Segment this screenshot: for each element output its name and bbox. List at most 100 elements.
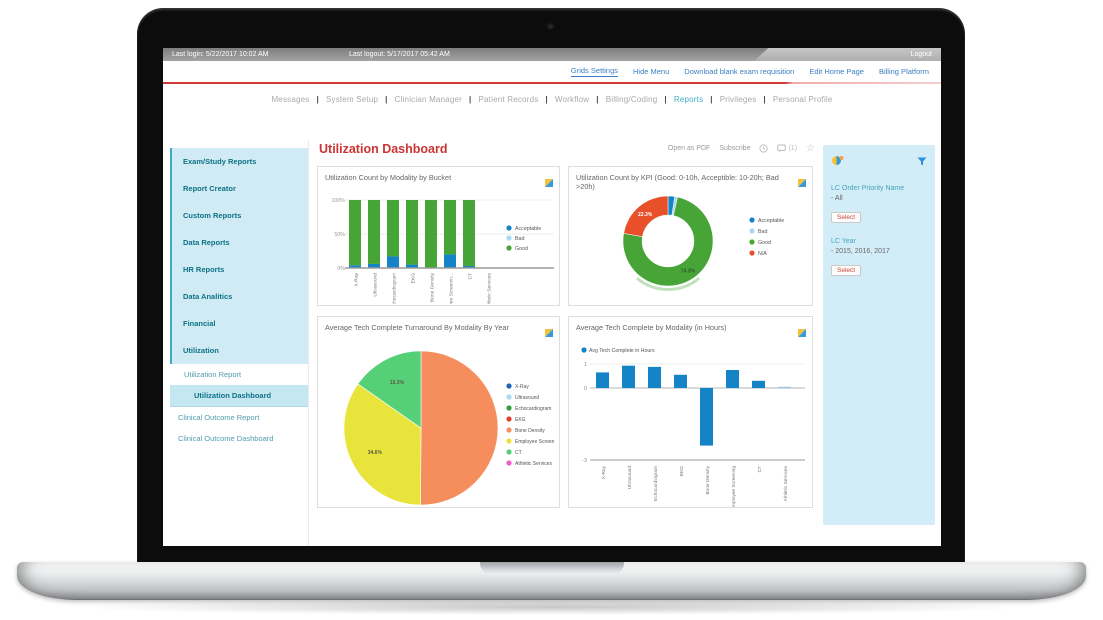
- subscribe-link[interactable]: Subscribe: [719, 145, 751, 152]
- legend-label: CT: [515, 450, 522, 456]
- svg-text:22.3%: 22.3%: [638, 212, 653, 218]
- nav-separator: |: [710, 94, 713, 104]
- sidebar-item-report-creator[interactable]: Report Creator: [183, 184, 236, 193]
- svg-text:Employee Screenin...: Employee Screenin...: [449, 273, 455, 304]
- svg-text:34.6%: 34.6%: [368, 450, 383, 456]
- chart-card-avg-hours: Average Tech Complete by Modality (in Ho…: [568, 316, 813, 508]
- legend-label: N/A: [758, 251, 767, 257]
- nav-item-patient-records[interactable]: Patient Records: [478, 94, 539, 104]
- filter-select-button[interactable]: Select: [831, 265, 862, 276]
- svg-text:EKG: EKG: [411, 273, 417, 284]
- nav-item-billing-coding[interactable]: Billing/Coding: [605, 94, 658, 104]
- slicer-chart-icon[interactable]: [831, 153, 844, 171]
- sidebar-main-items: Exam/Study Reports Report Creator Custom R…: [170, 148, 308, 364]
- sidebar-subitem-utilization-dashboard[interactable]: Utilization Dashboard: [170, 385, 308, 407]
- nav-separator: |: [316, 94, 319, 104]
- nav-item-personal-profile[interactable]: Personal Profile: [772, 94, 833, 104]
- sidebar-item-utilization[interactable]: Utilization: [183, 346, 219, 355]
- sidebar-item-financial[interactable]: Financial: [183, 319, 216, 328]
- comment-icon[interactable]: (1): [777, 144, 797, 153]
- legend-label: Acceptable: [515, 226, 541, 232]
- nav-item-system-setup[interactable]: System Setup: [325, 94, 379, 104]
- sidebar-subitem-clinical-outcome-report[interactable]: Clinical Outcome Report: [178, 413, 260, 422]
- svg-text:Athletic Services: Athletic Services: [783, 465, 789, 501]
- svg-text:CT: CT: [468, 273, 474, 280]
- sidebar-item-data-analitics[interactable]: Data Analitics: [183, 292, 233, 301]
- chart-export-icon[interactable]: [545, 324, 553, 342]
- chart-title: Utilization Count by Modality by Bucket: [325, 173, 452, 182]
- chart-title: Average Tech Complete Turnaround By Moda…: [325, 323, 509, 332]
- quick-link[interactable]: Download blank exam requisition: [684, 67, 795, 76]
- legend-label: X-Ray: [515, 384, 529, 390]
- svg-text:X-Ray: X-Ray: [354, 272, 360, 286]
- quick-link[interactable]: Grids Settings: [570, 66, 618, 77]
- nav-separator: |: [469, 94, 472, 104]
- webcam: [547, 22, 554, 29]
- app-window: Last login: 5/22/2017 10:02 AM Last logo…: [163, 48, 941, 546]
- last-login-text: Last login: 5/22/2017 10:02 AM: [172, 51, 269, 58]
- legend-dot: [506, 394, 512, 400]
- logout-link[interactable]: Logout: [910, 51, 932, 58]
- sidebar-item-exam-study-reports[interactable]: Exam/Study Reports: [183, 157, 257, 166]
- svg-text:15.3%: 15.3%: [390, 380, 405, 386]
- charts-grid: Utilization Count by Modality by Bucket …: [317, 166, 817, 508]
- sidebar-subitem-clinical-outcome-dashboard[interactable]: Clinical Outcome Dashboard: [178, 434, 274, 443]
- nav-item-clinician-manager[interactable]: Clinician Manager: [394, 94, 463, 104]
- chart-export-icon[interactable]: [798, 174, 806, 192]
- svg-text:74.3%: 74.3%: [681, 268, 696, 274]
- chart-card-turnaround-pie: Average Tech Complete Turnaround By Moda…: [317, 316, 560, 508]
- funnel-filter-icon[interactable]: [917, 153, 927, 171]
- chart-card-modality-bucket: Utilization Count by Modality by Bucket …: [317, 166, 560, 306]
- legend-dot: [506, 460, 512, 466]
- open-as-pdf-link[interactable]: Open as PDF: [667, 145, 711, 152]
- chart-export-icon[interactable]: [545, 174, 553, 192]
- chart-export-icon[interactable]: [798, 324, 806, 342]
- sidebar-item-data-reports[interactable]: Data Reports: [183, 238, 230, 247]
- legend-dot: [749, 239, 755, 245]
- legend-label: Employee Screen: [515, 439, 554, 445]
- svg-text:Ultrasound: Ultrasound: [373, 273, 379, 297]
- svg-text:100%: 100%: [331, 198, 345, 204]
- svg-text:Echocardiogram: Echocardiogram: [392, 273, 398, 304]
- nav-item-reports[interactable]: Reports: [673, 94, 704, 104]
- legend-label: Ultrasound: [515, 395, 539, 401]
- nav-item-messages[interactable]: Messages: [271, 94, 310, 104]
- sidebar-item-custom-reports[interactable]: Custom Reports: [183, 211, 242, 220]
- legend-dot: [506, 383, 512, 389]
- quick-link[interactable]: Hide Menu: [633, 67, 670, 76]
- red-divider: [163, 82, 941, 84]
- filter-select-button[interactable]: Select: [831, 212, 862, 223]
- quick-link[interactable]: Edit Home Page: [809, 67, 864, 76]
- svg-text:Employee Screening: Employee Screening: [731, 466, 737, 508]
- filter-group: LC Year - 2015, 2016, 2017 Select: [831, 238, 927, 277]
- svg-text:Echocardiogram: Echocardiogram: [653, 466, 659, 501]
- session-bar-right-segment: [754, 48, 941, 61]
- filter-groups: LC Order Priority Name - All Select LC Year…: [831, 185, 927, 277]
- filter-value: - 2015, 2016, 2017: [831, 248, 890, 255]
- favorite-star-icon[interactable]: ☆: [806, 142, 815, 154]
- legend-dot: [749, 228, 755, 234]
- chart-title: Average Tech Complete by Modality (in Ho…: [576, 323, 727, 332]
- nav-item-workflow[interactable]: Workflow: [554, 94, 590, 104]
- bar-chart: Avg Tech Complete in Hours 1 0 -3 X-Ray Ultra…: [581, 347, 805, 508]
- legend-dot: [506, 427, 512, 433]
- legend-dot: [506, 225, 512, 231]
- svg-text:-3: -3: [582, 458, 587, 464]
- filter-value: - All: [831, 195, 843, 202]
- main-panel: Utilization Dashboard Open as PDF Subscr…: [317, 140, 817, 508]
- quick-link[interactable]: Billing Platform: [878, 67, 929, 76]
- legend-dot: [506, 416, 512, 422]
- stacked-bar-chart: 0% 50% 100% X-Ray Ultrasound Echocardiogram EK…: [331, 198, 554, 305]
- sidebar-subitem-utilization-report[interactable]: Utilization Report: [184, 370, 242, 379]
- laptop-base: [17, 562, 1086, 600]
- sidebar-item-hr-reports[interactable]: HR Reports: [183, 265, 225, 274]
- legend-label: Athletic Services: [515, 461, 552, 467]
- sidebar-sub-items: Utilization Report Utilization Dashboard C…: [170, 364, 308, 449]
- legend-dot: [506, 235, 512, 241]
- nav-item-privileges[interactable]: Privileges: [719, 94, 757, 104]
- page-meta: Open as PDF Subscribe (1) ☆: [667, 142, 815, 154]
- quick-links: Grids Settings Hide Menu Download blank ex…: [570, 66, 929, 77]
- nav-separator: |: [545, 94, 548, 104]
- svg-text:EKG: EKG: [679, 466, 685, 476]
- history-icon[interactable]: [759, 144, 769, 153]
